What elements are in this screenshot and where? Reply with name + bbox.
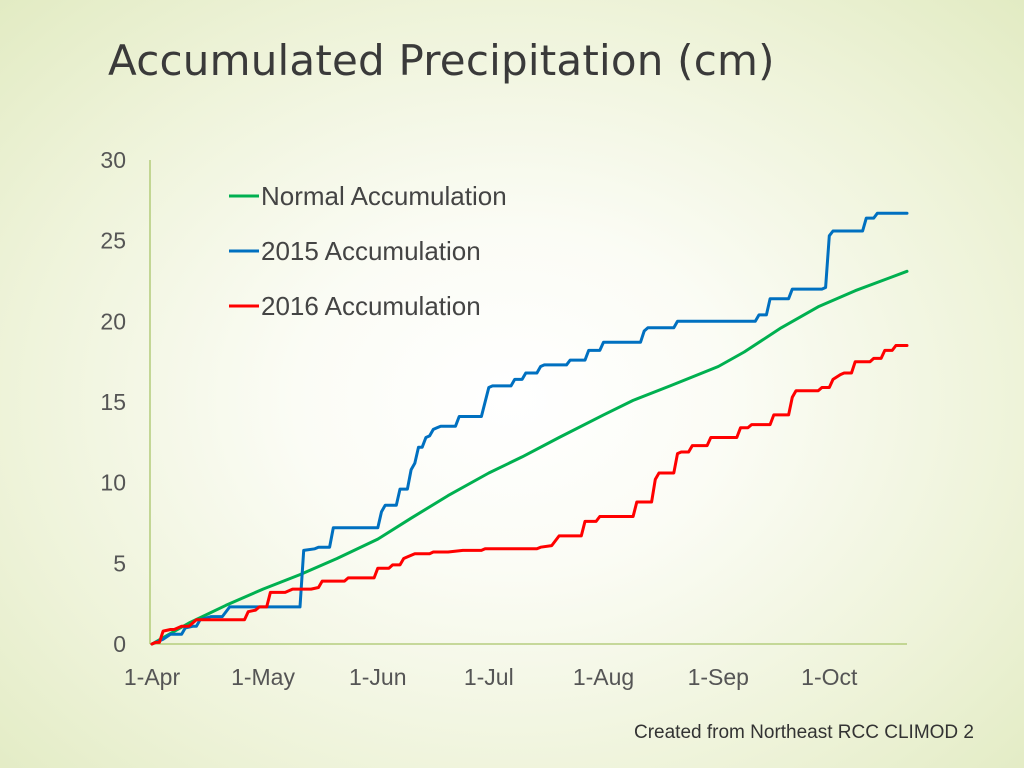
- x-tick-label: 1-Oct: [801, 664, 858, 690]
- chart-title: Accumulated Precipitation (cm): [108, 36, 775, 85]
- y-tick-label: 0: [113, 631, 126, 657]
- series-line-2015-accumulation: [150, 211, 909, 646]
- x-tick-label: 1-Jun: [349, 664, 407, 690]
- y-tick-label: 25: [100, 228, 126, 254]
- x-tick-label: 1-Aug: [573, 664, 634, 690]
- chart-axes: [149, 160, 907, 645]
- x-tick-label: 1-Sep: [688, 664, 749, 690]
- y-tick-label: 10: [100, 470, 126, 496]
- plot-area: [150, 211, 909, 646]
- legend-label-2016-accumulation: 2016 Accumulation: [261, 291, 481, 321]
- x-tick-label: 1-Jul: [464, 664, 514, 690]
- y-tick-label: 5: [113, 550, 126, 576]
- chart-legend: Normal Accumulation 2015 Accumulation 2016…: [229, 181, 507, 321]
- y-tick-label: 30: [100, 147, 126, 173]
- y-tick-label: 15: [100, 389, 126, 415]
- y-axis-ticks: 0 5 10 15 20 25 30: [100, 147, 126, 657]
- y-tick-label: 20: [100, 308, 126, 334]
- x-axis-ticks: 1-Apr 1-May 1-Jun 1-Jul 1-Aug 1-Sep 1-Oct: [124, 664, 858, 690]
- series-line-normal-accumulation: [150, 269, 909, 646]
- x-tick-label: 1-Apr: [124, 664, 181, 690]
- legend-label-2015-accumulation: 2015 Accumulation: [261, 236, 481, 266]
- series-line-2016-accumulation: [150, 344, 909, 646]
- x-tick-label: 1-May: [231, 664, 295, 690]
- data-source-note: Created from Northeast RCC CLIMOD 2: [634, 722, 974, 743]
- legend-label-normal-accumulation: Normal Accumulation: [261, 181, 507, 211]
